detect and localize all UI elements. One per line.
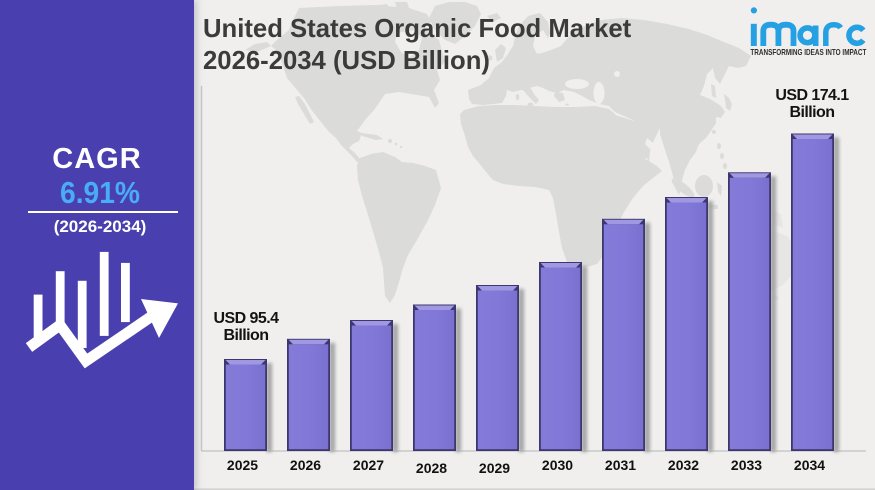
svg-text:TRANSFORMING IDEAS INTO IMPACT: TRANSFORMING IDEAS INTO IMPACT xyxy=(750,48,866,57)
